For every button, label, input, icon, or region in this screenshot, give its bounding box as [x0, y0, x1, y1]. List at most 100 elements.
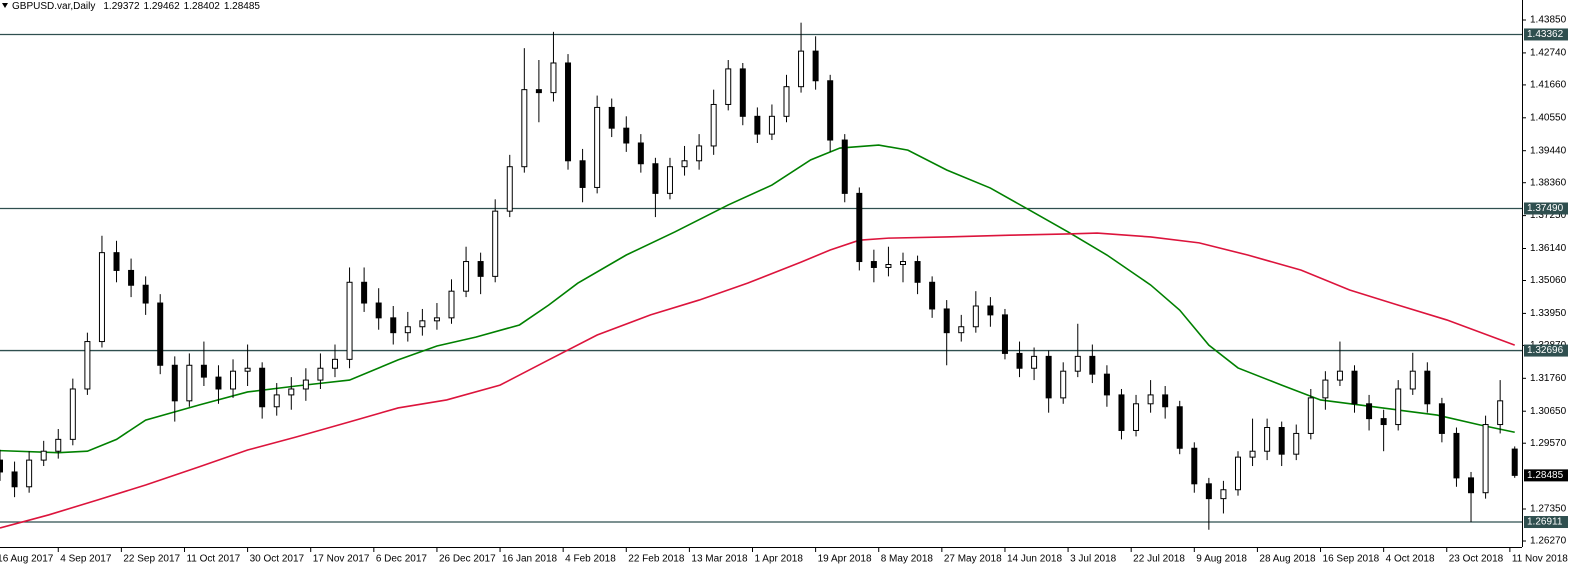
candle-body — [477, 261, 484, 277]
candle-body — [972, 305, 979, 328]
x-tick-label: 27 May 2018 — [944, 554, 1002, 565]
candle-body — [1001, 314, 1008, 354]
x-tick-label: 11 Oct 2017 — [186, 554, 240, 565]
candle-body — [1424, 370, 1431, 405]
candle-body — [1176, 406, 1183, 449]
candle-body — [929, 281, 936, 310]
candle-body — [113, 252, 120, 271]
candle-body — [681, 160, 688, 168]
x-tick-label: 28 Aug 2018 — [1259, 554, 1316, 565]
candle-body — [870, 261, 877, 268]
candle-body — [594, 106, 601, 188]
candle-body — [754, 115, 761, 135]
candle-body — [1103, 373, 1110, 396]
header: GBPUSD.var,Daily 1.29372 1.29462 1.28402 1.2… — [12, 1, 260, 12]
x-tick-label: 4 Sep 2017 — [60, 554, 112, 565]
candle-body — [1234, 456, 1241, 491]
candle-body — [230, 370, 237, 390]
candle-body — [11, 471, 18, 488]
candle-body — [0, 459, 3, 473]
level-price-box — [1524, 344, 1568, 357]
x-tick-label: 22 Jul 2018 — [1133, 554, 1185, 565]
candle-body — [171, 364, 178, 402]
candle-body — [885, 264, 892, 268]
candle-body — [492, 210, 499, 277]
header-ohlc: 1.29462 — [144, 1, 181, 12]
level-price-box — [1524, 202, 1568, 215]
x-tick-label: 22 Sep 2017 — [123, 554, 180, 565]
candle-body — [463, 261, 470, 292]
candle-body — [565, 62, 572, 162]
header-ohlc: 1.29372 — [103, 1, 140, 12]
x-tick-label: 22 Feb 2018 — [628, 554, 685, 565]
candle-body — [1380, 418, 1387, 426]
candle-body — [40, 450, 47, 461]
candle-body — [710, 103, 717, 147]
candle-body — [390, 317, 397, 334]
level-price-label: 1.37490 — [1527, 203, 1564, 214]
candle-body — [696, 145, 703, 162]
candle-body — [200, 364, 207, 378]
candle-body — [1016, 352, 1023, 369]
y-tick-label: 1.39440 — [1530, 145, 1567, 156]
candle-body — [958, 326, 965, 334]
x-tick-label: 4 Feb 2018 — [565, 554, 616, 565]
y-tick-label: 1.30650 — [1530, 406, 1567, 417]
candle-body — [1468, 477, 1475, 494]
y-tick-label: 1.36140 — [1530, 243, 1567, 254]
y-tick-label: 1.41660 — [1530, 80, 1567, 91]
y-tick-label: 1.26270 — [1530, 536, 1567, 547]
plot-area — [0, 22, 1522, 530]
candle-body — [1249, 450, 1256, 458]
candle-body — [1205, 483, 1212, 500]
candle-body — [856, 192, 863, 263]
candle-body — [637, 142, 644, 165]
candle-body — [943, 308, 950, 334]
candle-body — [448, 290, 455, 319]
x-tick-label: 8 May 2018 — [881, 554, 934, 565]
candle-body — [1089, 355, 1096, 375]
x-tick-label: 30 Oct 2017 — [250, 554, 305, 565]
candle-body — [521, 89, 528, 168]
candle-body — [1264, 427, 1271, 452]
candle-body — [273, 394, 280, 408]
x-tick-label: 11 Nov 2018 — [1512, 554, 1568, 565]
candle-body — [84, 341, 91, 390]
level-price-box — [1524, 516, 1568, 529]
level-price-label: 1.32696 — [1527, 345, 1564, 356]
candle-body — [1293, 432, 1300, 455]
x-tick-label: 13 Mar 2018 — [691, 554, 748, 565]
x-tick-label: 1 Apr 2018 — [755, 554, 804, 565]
x-tick-label: 17 Nov 2017 — [313, 554, 370, 565]
y-tick-label: 1.40550 — [1530, 112, 1567, 123]
y-tick-label: 1.37250 — [1530, 210, 1567, 221]
candle-body — [375, 302, 382, 319]
x-tick-label: 26 Dec 2017 — [439, 554, 496, 565]
candle-body — [1336, 370, 1343, 381]
candle-body — [142, 284, 149, 304]
x-tick-label: 19 Apr 2018 — [818, 554, 872, 565]
x-tick-label: 23 Oct 2018 — [1449, 554, 1504, 565]
candle-body — [26, 459, 33, 488]
candle-body — [812, 50, 819, 82]
current-price-label: 1.28485 — [1527, 470, 1564, 481]
y-tick-label: 1.38360 — [1530, 177, 1567, 188]
candle-body — [1147, 394, 1154, 405]
y-tick-label: 1.27350 — [1530, 504, 1567, 515]
candle-body — [433, 317, 440, 322]
y-tick-label: 1.29570 — [1530, 438, 1567, 449]
candle-body — [798, 50, 805, 88]
candle-body — [550, 62, 557, 94]
candle-body — [1060, 370, 1067, 399]
x-tick-label: 6 Dec 2017 — [376, 554, 428, 565]
candle-body — [331, 358, 338, 369]
y-tick-label: 1.33950 — [1530, 308, 1567, 319]
candle-body — [1191, 447, 1198, 485]
level-price-label: 1.43362 — [1527, 29, 1564, 40]
candle-body — [404, 326, 411, 334]
candle-body — [841, 139, 848, 194]
y-tick-label: 1.35060 — [1530, 275, 1567, 286]
candle-body — [346, 281, 353, 360]
candle-body — [827, 80, 834, 141]
